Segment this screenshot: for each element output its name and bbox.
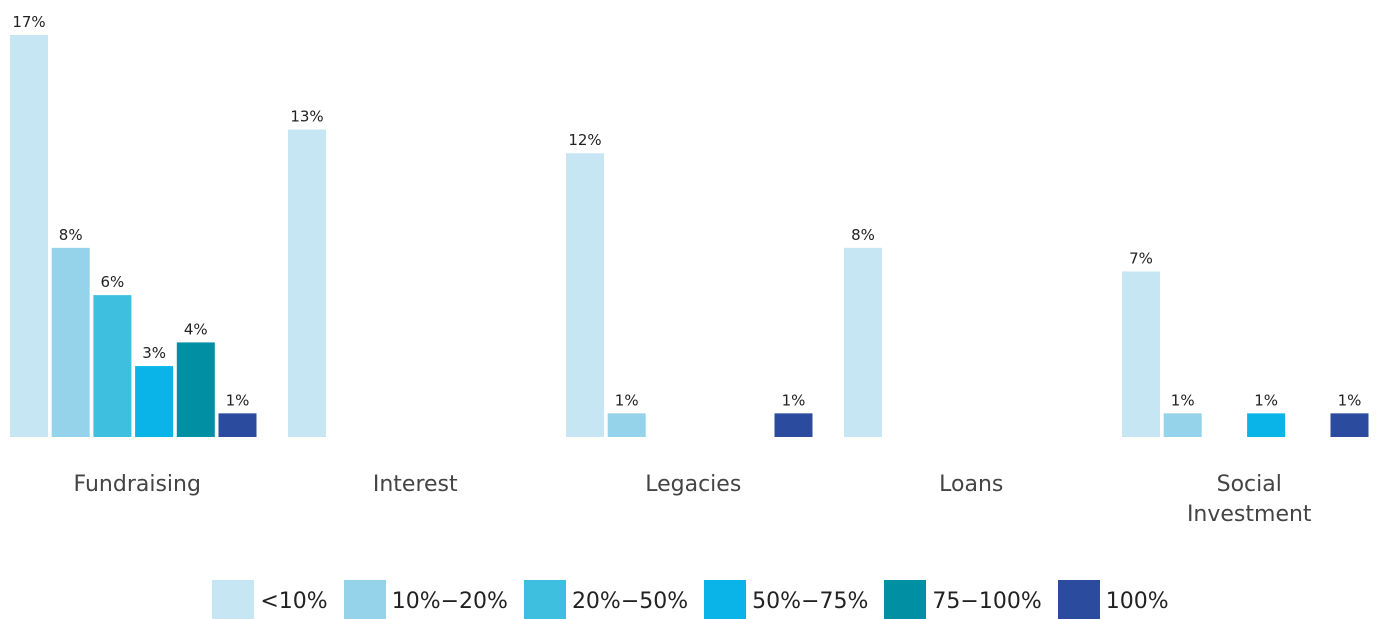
- bar: [566, 153, 604, 437]
- data-label: 8%: [59, 226, 83, 244]
- bar: [176, 342, 215, 437]
- legend-swatch: [343, 580, 386, 619]
- data-label: 7%: [1129, 249, 1153, 267]
- data-label: 4%: [184, 320, 208, 338]
- legend-swatch: [523, 580, 566, 619]
- bar: [1163, 413, 1202, 437]
- legend-item: 10%−20%: [343, 580, 508, 619]
- bar: [1247, 413, 1286, 437]
- bar: [288, 129, 326, 437]
- bar: [10, 35, 48, 437]
- legend-item: 20%−50%: [523, 580, 689, 619]
- plot: 17% 8% 6% 3% 4% 1% 13% 12% 1% 1% 8% 7% 1% 1% 1%: [10, 13, 1369, 437]
- legend-label: 50%−75%: [752, 588, 869, 614]
- x-tick-label: Interest: [372, 472, 458, 497]
- data-label: 12%: [568, 131, 601, 149]
- bar: [607, 413, 646, 437]
- data-label: 17%: [12, 13, 45, 31]
- legend-swatch: [884, 580, 927, 619]
- legend-swatch: [212, 580, 255, 619]
- data-label: 13%: [290, 108, 323, 126]
- legend-swatch: [704, 580, 747, 619]
- x-tick-label: Social Investment: [1186, 472, 1312, 527]
- legend-label: 10%−20%: [391, 588, 508, 614]
- bar: [774, 413, 813, 437]
- bar: [135, 366, 174, 437]
- bar: [51, 247, 90, 437]
- legend-item: 50%−75%: [704, 580, 868, 619]
- data-label: 1%: [1171, 391, 1195, 409]
- legend: <10% 10%−20% 20%−50% 50%−75% 75−100% 100%: [0, 580, 1381, 619]
- legend-label: 75−100%: [932, 588, 1042, 614]
- legend-label: 20%−50%: [571, 588, 689, 614]
- data-label: 6%: [101, 273, 125, 291]
- data-label: 3%: [142, 344, 166, 362]
- x-tick-label: Legacies: [645, 472, 742, 497]
- x-tick-label: Fundraising: [73, 472, 201, 497]
- bar: [218, 413, 257, 437]
- bar: [1122, 271, 1160, 437]
- data-label: 1%: [782, 391, 806, 409]
- data-label: 8%: [851, 226, 875, 244]
- data-label: 1%: [1338, 391, 1362, 409]
- data-label: 1%: [1254, 391, 1278, 409]
- data-label: 1%: [226, 391, 250, 409]
- bar: [93, 295, 132, 437]
- bar: [844, 247, 882, 437]
- data-label: 1%: [615, 391, 639, 409]
- legend-label: 100%: [1105, 588, 1169, 614]
- legend-swatch: [1057, 580, 1100, 619]
- legend-item: 100%: [1057, 580, 1169, 619]
- x-tick-label: Loans: [939, 472, 1004, 497]
- legend-item: 75−100%: [884, 580, 1042, 619]
- legend-label: <10%: [260, 588, 328, 614]
- bar: [1330, 413, 1369, 437]
- legend-item: <10%: [212, 580, 328, 619]
